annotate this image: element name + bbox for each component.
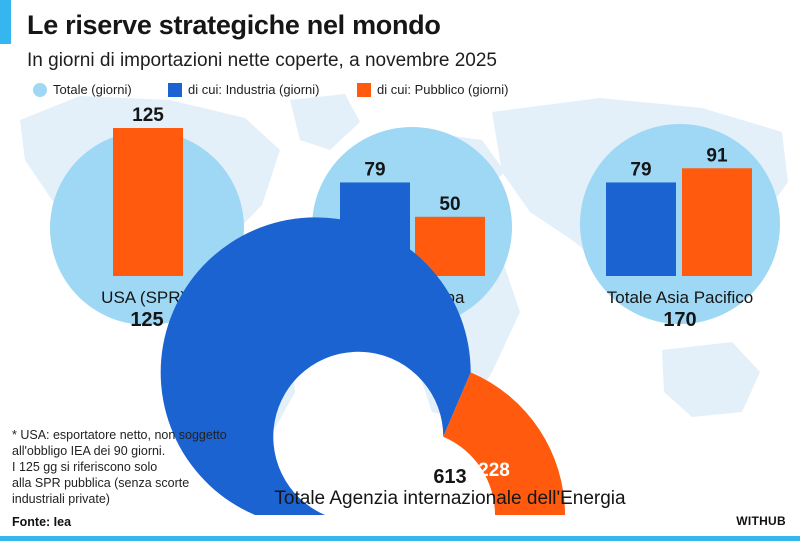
legend-label-public: di cui: Pubblico (giorni) bbox=[377, 82, 509, 97]
footnote-line-3: I 125 gg si riferiscono solo bbox=[12, 460, 158, 474]
legend-item-public: di cui: Pubblico (giorni) bbox=[357, 82, 509, 97]
legend-item-total: Totale (giorni) bbox=[33, 82, 132, 97]
donut-value-public: 228 bbox=[478, 460, 510, 481]
bar-usa-public bbox=[113, 128, 183, 276]
bar-asia-pacific-public bbox=[682, 168, 752, 276]
legend-label-industry: di cui: Industria (giorni) bbox=[188, 82, 320, 97]
donut-total-value: 613 bbox=[433, 466, 466, 488]
donut-slice-public bbox=[443, 372, 565, 515]
oceania-shape bbox=[662, 342, 760, 417]
bottom-accent-bar bbox=[0, 536, 800, 541]
region-total-usa: 125 bbox=[130, 309, 163, 331]
legend-item-industry: di cui: Industria (giorni) bbox=[168, 82, 320, 97]
legend-swatch-public bbox=[357, 82, 371, 97]
legend-label-total: Totale (giorni) bbox=[53, 82, 132, 97]
source-label: Fonte: Iea bbox=[12, 515, 72, 529]
region-total-asia-pacific: 170 bbox=[663, 309, 696, 331]
title-accent-bar bbox=[0, 0, 11, 44]
footnote-line-4: alla SPR pubblica (senza scorte bbox=[12, 476, 190, 490]
brand-logo-text: WITHUB bbox=[736, 514, 786, 528]
greenland-shape bbox=[290, 94, 360, 150]
donut-value-industry: 385 bbox=[310, 460, 342, 481]
chart-title: Le riserve strategiche nel mondo bbox=[27, 10, 441, 40]
footnote-line-5: industriali private) bbox=[12, 492, 110, 506]
legend-swatch-industry bbox=[168, 82, 182, 97]
bar-value-usa-public: 125 bbox=[132, 105, 164, 126]
bar-value-asia-pacific-public: 91 bbox=[706, 145, 728, 166]
legend-swatch-total bbox=[33, 82, 47, 97]
footnote-line-2: all'obbligo IEA dei 90 giorni. bbox=[12, 444, 166, 458]
bar-value-europe-industry: 79 bbox=[364, 159, 385, 180]
chart-subtitle: In giorni di importazioni nette coperte,… bbox=[27, 50, 497, 71]
footnote-line-1: * USA: esportatore netto, non soggetto bbox=[12, 428, 227, 442]
footnote: * USA: esportatore netto, non soggetto a… bbox=[12, 427, 282, 507]
region-label-asia-pacific: Totale Asia Pacifico bbox=[607, 288, 753, 307]
bar-asia-pacific-industry bbox=[606, 182, 676, 276]
donut-title: Totale Agenzia internazionale dell'Energ… bbox=[274, 488, 626, 509]
region-label-usa: USA (SPR)* bbox=[101, 288, 193, 307]
bar-value-europe-public: 50 bbox=[439, 194, 460, 215]
bar-value-asia-pacific-industry: 79 bbox=[630, 159, 651, 180]
donut-slice-industry bbox=[160, 217, 471, 515]
